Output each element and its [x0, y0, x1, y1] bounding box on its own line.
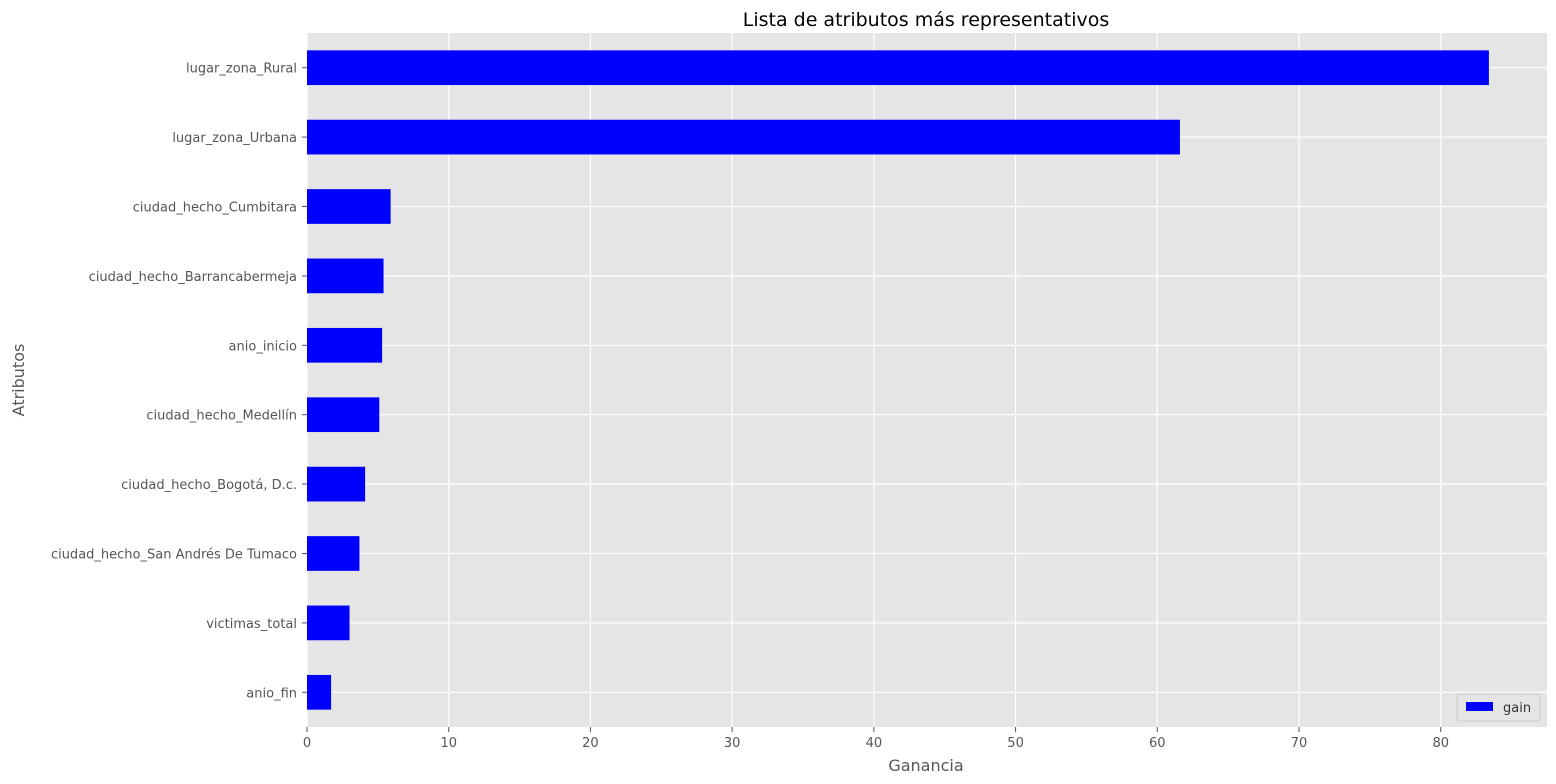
x-tick-label: 40	[866, 736, 883, 751]
x-tick-label: 10	[440, 736, 457, 751]
chart-title: Lista de atributos más representativos	[743, 9, 1110, 31]
bar	[307, 50, 1489, 86]
x-tick-label: 50	[1007, 736, 1024, 751]
y-tick-label: lugar_zona_Urbana	[172, 131, 297, 146]
x-tick-label: 80	[1432, 736, 1449, 751]
y-axis-label: Atributos	[9, 344, 28, 417]
x-axis-label: Ganancia	[888, 756, 963, 775]
x-tick-label: 30	[724, 736, 741, 751]
bars	[307, 50, 1489, 710]
bar	[307, 397, 380, 433]
x-tick-label: 0	[303, 736, 311, 751]
y-tick-label: ciudad_hecho_Medellín	[146, 409, 297, 424]
y-tick-label: ciudad_hecho_Barrancabermeja	[89, 270, 297, 285]
y-tick-label: lugar_zona_Rural	[186, 62, 297, 77]
y-tick-label: victimas_total	[206, 617, 297, 632]
bar	[307, 119, 1180, 155]
legend: gain	[1456, 693, 1541, 722]
y-tick-label: ciudad_hecho_Cumbitara	[133, 201, 297, 216]
bar	[307, 605, 350, 641]
bar	[307, 258, 384, 294]
x-axis-ticks: 0 10 20 30 40 50 60 70 80	[303, 727, 1449, 751]
y-tick-label: ciudad_hecho_San Andrés De Tumaco	[51, 548, 297, 563]
legend-box	[1456, 693, 1541, 722]
legend-label: gain	[1503, 701, 1531, 716]
bar	[307, 674, 332, 710]
x-tick-label: 20	[582, 736, 599, 751]
bar	[307, 189, 391, 224]
y-axis-ticks: lugar_zona_Rural lugar_zona_Urbana ciudad_…	[51, 62, 307, 701]
bar	[307, 466, 366, 502]
legend-swatch	[1466, 702, 1493, 711]
bar	[307, 327, 383, 363]
x-tick-label: 60	[1149, 736, 1166, 751]
y-tick-label: anio_inicio	[229, 339, 297, 354]
y-tick-label: anio_fin	[246, 686, 297, 701]
bar	[307, 536, 360, 571]
y-tick-label: ciudad_hecho_Bogotá, D.c.	[121, 478, 297, 493]
x-tick-label: 70	[1291, 736, 1308, 751]
